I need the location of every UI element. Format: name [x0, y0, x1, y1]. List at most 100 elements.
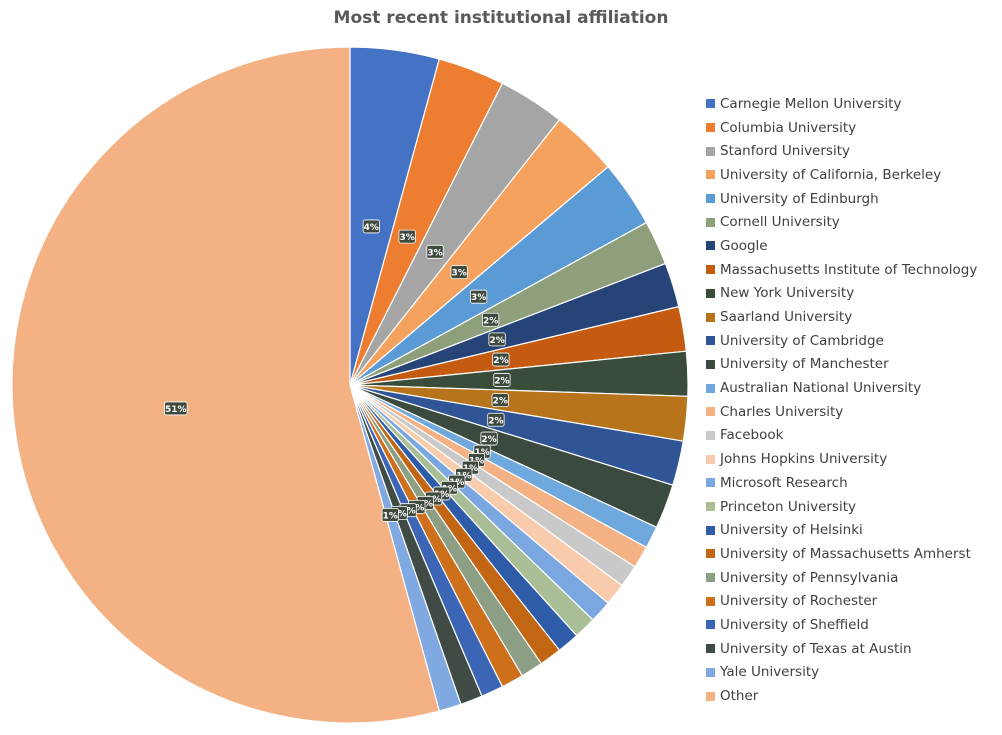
chart-title: Most recent institutional affiliation: [333, 8, 669, 28]
data-label-university-of-manchester: 2%: [480, 431, 498, 446]
data-label-box: [493, 373, 511, 387]
data-label-carnegie-mellon-university: 4%: [362, 219, 380, 234]
legend-item-columbia-university: Columbia University: [706, 116, 977, 140]
legend-swatch: [706, 691, 715, 701]
legend-item-princeton-university: Princeton University: [706, 495, 977, 519]
data-label-text: 1%: [409, 503, 424, 513]
legend-swatch: [706, 383, 715, 393]
legend-item-stanford-university: Stanford University: [706, 139, 977, 163]
legend-item-massachusetts-institute-of-technology: Massachusetts Institute of Technology: [706, 258, 977, 282]
legend-label: Princeton University: [720, 498, 856, 515]
legend-item-google: Google: [706, 234, 977, 258]
data-label-box: [492, 352, 510, 367]
legend-swatch: [706, 667, 715, 677]
legend-item-charles-university: Charles University: [706, 400, 977, 424]
data-label-text: 2%: [483, 316, 498, 326]
legend-swatch: [706, 644, 715, 654]
legend-label: Google: [720, 237, 768, 254]
legend-item-australian-national-university: Australian National University: [706, 376, 977, 400]
legend-label: Cornell University: [720, 214, 840, 231]
data-label-text: 1%: [392, 509, 407, 519]
legend-swatch: [706, 336, 715, 346]
legend-item-other: Other: [706, 684, 977, 708]
data-label-text: 1%: [400, 507, 415, 517]
data-label-text: 2%: [481, 435, 496, 445]
legend-item-cornell-university: Cornell University: [706, 210, 977, 234]
legend-item-university-of-california-berkeley: University of California, Berkeley: [706, 163, 977, 187]
legend-swatch: [706, 407, 715, 417]
data-label-text: 3%: [471, 293, 486, 303]
data-label-box: [426, 244, 444, 259]
data-label-text: 2%: [489, 336, 504, 346]
data-label-saarland-university: 2%: [491, 393, 509, 408]
data-label-university-of-california-berkeley: 3%: [450, 265, 468, 280]
legend-label: Other: [720, 688, 759, 705]
data-label-stanford-university: 3%: [426, 244, 444, 259]
pie-slice-other: [11, 46, 441, 724]
data-label-yale-university: 1%: [381, 507, 399, 522]
data-label-text: 3%: [452, 269, 467, 279]
legend-swatch: [706, 312, 715, 322]
legend-swatch: [706, 241, 715, 251]
data-label-massachusetts-institute-of-technology: 2%: [492, 352, 510, 367]
legend-swatch: [706, 525, 715, 535]
legend-item-carnegie-mellon-university: Carnegie Mellon University: [706, 92, 977, 116]
legend-item-university-of-cambridge: University of Cambridge: [706, 329, 977, 353]
legend-label: University of Texas at Austin: [720, 640, 912, 657]
legend-swatch: [706, 99, 715, 109]
legend-swatch: [706, 478, 715, 488]
data-label-text: 4%: [364, 223, 379, 233]
data-label-box: [362, 219, 380, 234]
legend-item-yale-university: Yale University: [706, 661, 977, 685]
data-label-text: 3%: [400, 233, 415, 243]
data-label-text: 2%: [488, 416, 503, 426]
legend-label: University of Manchester: [720, 356, 889, 373]
legend-label: University of Rochester: [720, 593, 878, 610]
data-label-box: [487, 412, 505, 427]
legend-swatch: [706, 549, 715, 559]
legend-label: University of Edinburgh: [720, 190, 879, 207]
legend-swatch: [706, 502, 715, 512]
data-label-other: 51%: [164, 401, 188, 416]
legend-swatch: [706, 620, 715, 630]
legend-swatch: [706, 596, 715, 606]
legend-label: New York University: [720, 285, 855, 302]
data-label-university-of-cambridge: 2%: [487, 412, 505, 427]
data-label-box: [488, 332, 506, 347]
legend-label: Stanford University: [720, 143, 850, 160]
legend-item-johns-hopkins-university: Johns Hopkins University: [706, 447, 977, 471]
data-label-box: [491, 393, 509, 408]
legend-swatch: [706, 146, 715, 156]
legend-label: Yale University: [720, 664, 820, 681]
data-label-columbia-university: 3%: [398, 229, 416, 244]
data-label-box: [398, 229, 416, 244]
legend-label: Australian National University: [720, 380, 922, 397]
legend-label: Facebook: [720, 427, 784, 444]
legend: Carnegie Mellon University Columbia Unive…: [706, 92, 977, 708]
legend-item-university-of-helsinki: University of Helsinki: [706, 518, 977, 542]
legend-swatch: [706, 217, 715, 227]
legend-label: Johns Hopkins University: [720, 451, 888, 468]
data-label-text: 51%: [165, 405, 187, 415]
legend-item-university-of-texas-at-austin: University of Texas at Austin: [706, 637, 977, 661]
data-label-text: 3%: [427, 248, 442, 258]
legend-swatch: [706, 359, 715, 369]
data-label-box: [470, 289, 488, 304]
legend-item-university-of-edinburgh: University of Edinburgh: [706, 187, 977, 211]
data-label-new-york-university: 2%: [493, 373, 511, 387]
data-label-box: [450, 265, 468, 280]
data-label-text: 2%: [493, 356, 508, 366]
legend-label: University of California, Berkeley: [720, 166, 942, 183]
legend-label: Microsoft Research: [720, 474, 848, 491]
legend-swatch: [706, 194, 715, 204]
data-label-box: [481, 312, 500, 327]
legend-item-university-of-massachusetts-amherst: University of Massachusetts Amherst: [706, 542, 977, 566]
legend-item-university-of-manchester: University of Manchester: [706, 353, 977, 377]
legend-item-university-of-rochester: University of Rochester: [706, 589, 977, 613]
legend-label: University of Cambridge: [720, 332, 884, 349]
legend-item-facebook: Facebook: [706, 424, 977, 448]
legend-swatch: [706, 288, 715, 298]
data-label-box: [381, 507, 399, 522]
